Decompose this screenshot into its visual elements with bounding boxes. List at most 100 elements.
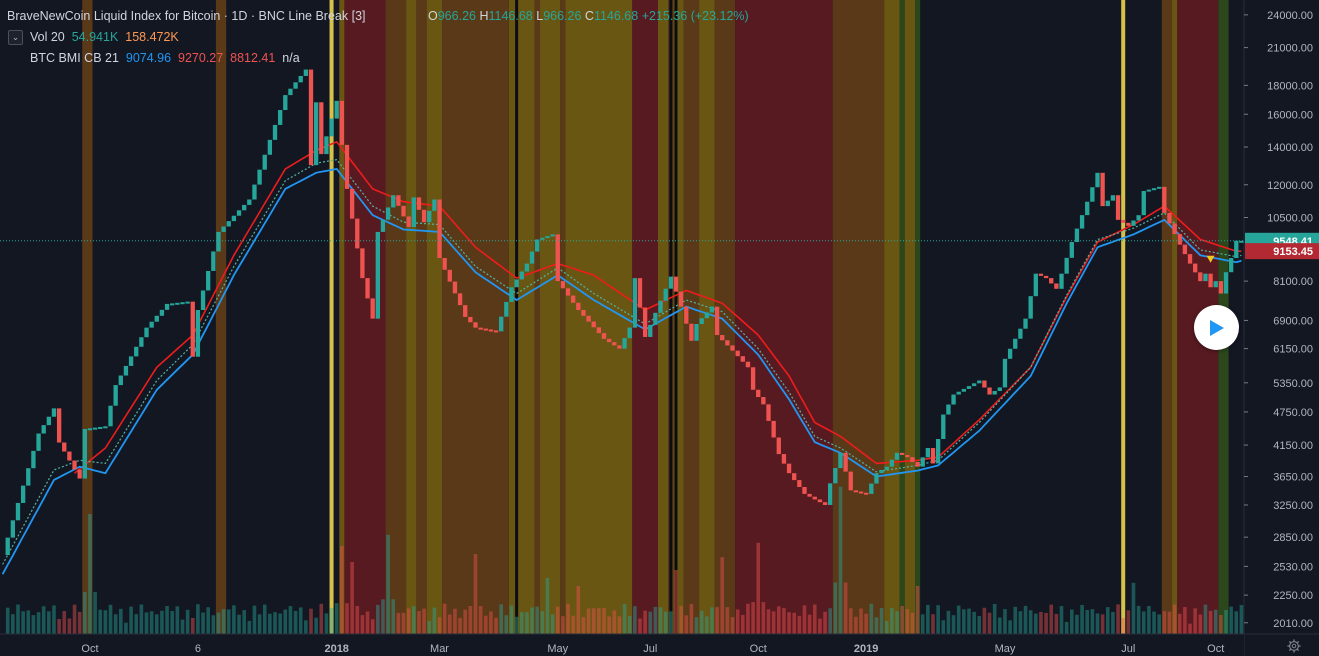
volume-bar [201, 612, 205, 634]
volume-bar [812, 604, 817, 634]
volume-bar [427, 620, 432, 634]
price-brick [277, 110, 283, 125]
price-brick [41, 425, 46, 434]
volume-bar [1147, 605, 1151, 634]
price-brick [391, 195, 396, 208]
price-brick [1033, 273, 1038, 297]
signal-zone-yellow_line [329, 0, 334, 634]
moving-average-dotted-line [2, 158, 1242, 565]
price-brick [1182, 244, 1188, 255]
price-brick [267, 139, 273, 155]
volume-bar [1080, 604, 1084, 634]
volume-bar [31, 615, 36, 634]
price-brick [452, 281, 458, 294]
signal-zone-black [669, 0, 673, 634]
y-tick-label: 4750.00 [1273, 407, 1313, 419]
volume-bar [622, 603, 627, 634]
signal-zone-orange [385, 0, 407, 634]
price-brick [1049, 278, 1054, 284]
y-tick-label: 5350.00 [1273, 378, 1313, 390]
price-brick [514, 279, 519, 288]
signal-marker-icon [1206, 255, 1215, 263]
price-brick [977, 380, 982, 384]
price-brick [915, 461, 920, 467]
price-brick [750, 367, 756, 390]
volume-bar [967, 608, 971, 634]
volume-bar [535, 606, 539, 634]
volume-bar [792, 612, 797, 634]
volume-bar [900, 605, 904, 634]
price-brick [1095, 172, 1100, 188]
volume-bar [725, 607, 730, 634]
volume-bar [1116, 604, 1120, 634]
price-brick [427, 210, 432, 223]
volume-bar [766, 609, 771, 634]
price-brick [483, 328, 488, 331]
volume-bar [221, 609, 226, 634]
volume-bar [1100, 614, 1105, 634]
price-brick [966, 386, 972, 389]
volume-bar [288, 606, 293, 634]
y-tick-label: 3250.00 [1273, 500, 1313, 512]
price-brick [648, 324, 653, 337]
play-button[interactable] [1194, 305, 1239, 350]
volume-bar [103, 610, 108, 634]
volume-bar [730, 617, 735, 634]
volume-bar [684, 615, 689, 634]
volume-bar [879, 608, 884, 634]
price-brick [925, 448, 931, 458]
volume-bar [617, 616, 622, 634]
signal-zone-orange [534, 0, 540, 634]
price-brick [740, 356, 745, 362]
price-brick [838, 452, 843, 469]
signal-zone-green [915, 0, 921, 634]
gear-icon[interactable] [1287, 639, 1301, 653]
price-brick [406, 216, 411, 228]
signal-zone-red [735, 0, 833, 634]
price-brick [730, 345, 735, 351]
volume-bar [627, 615, 632, 634]
y-tick-label: 2010.00 [1273, 618, 1313, 630]
price-brick [324, 136, 329, 155]
price-brick [1187, 254, 1193, 264]
volume-bar [1028, 610, 1033, 634]
volume-bar [165, 606, 169, 634]
volume-bar [1203, 604, 1208, 634]
y-tick-label: 12000.00 [1267, 180, 1313, 192]
volume-bar [941, 620, 946, 634]
signal-zone-green [899, 0, 905, 634]
volume-bar [206, 607, 210, 634]
price-brick [792, 473, 797, 481]
volume-bar [5, 607, 10, 634]
volume-bar [247, 620, 252, 634]
volume-bar [314, 617, 318, 634]
volume-bar [324, 613, 329, 634]
price-brick [252, 184, 257, 200]
signal-zone-orange [82, 0, 93, 634]
volume-bar [525, 612, 529, 634]
price-brick [946, 404, 951, 415]
price-brick [622, 338, 627, 349]
volume-bar [807, 614, 812, 634]
chevron-down-icon[interactable]: ⌄ [8, 30, 23, 45]
price-brick [15, 502, 21, 521]
volume-bar [273, 612, 277, 634]
signal-zone-black [674, 0, 678, 634]
price-brick [72, 460, 77, 470]
price-brick [987, 387, 992, 395]
volume-bar [381, 599, 385, 634]
volume-bar [370, 619, 375, 634]
price-brick [128, 356, 134, 366]
volume-bar [67, 618, 72, 634]
signal-zone-orange [560, 0, 566, 634]
volume-bar [1239, 605, 1244, 634]
price-brick [221, 226, 226, 232]
price-brick [951, 394, 956, 405]
volume-bar [1039, 611, 1043, 634]
volume-bar [787, 612, 791, 634]
signal-zone-orange [832, 0, 885, 634]
price-brick [10, 520, 16, 538]
volume-bar [1126, 610, 1131, 634]
volume-bar [1193, 608, 1197, 634]
